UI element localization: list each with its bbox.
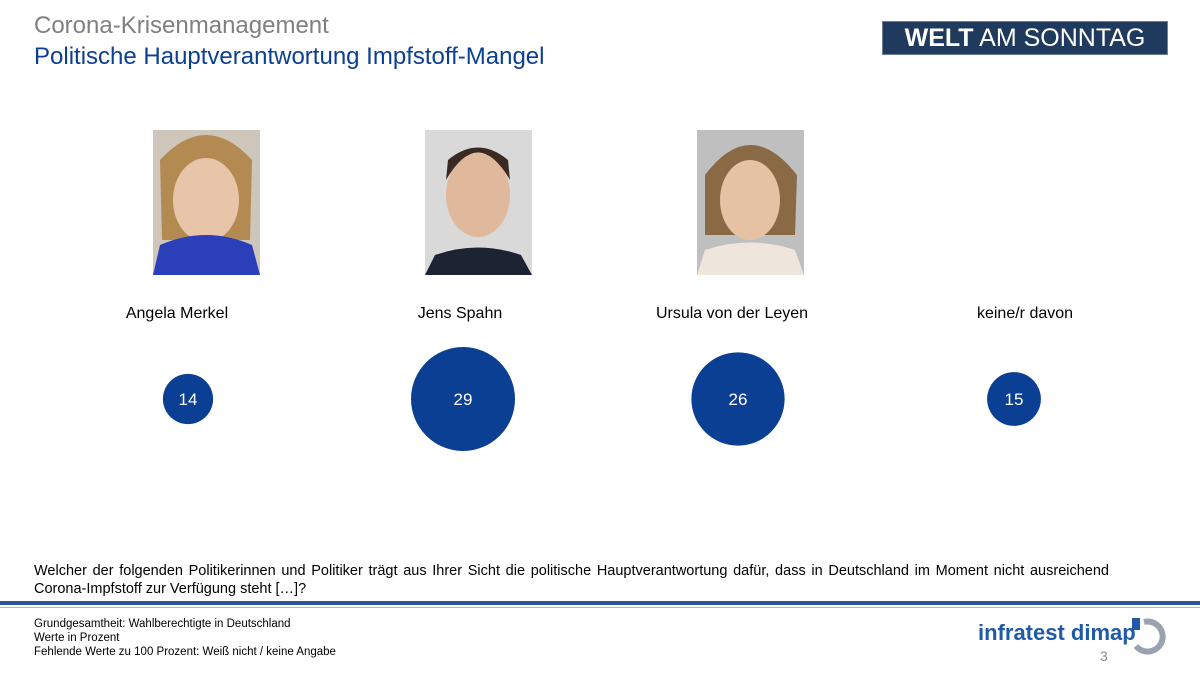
brand-logo: WELT AM SONNTAG <box>882 21 1168 55</box>
value-label: 15 <box>1005 390 1024 409</box>
category-label: keine/r davon <box>977 305 1073 322</box>
value-label: 29 <box>454 390 473 409</box>
bubble <box>987 372 1041 426</box>
footnote: Grundgesamtheit: Wahlberechtigte in Deut… <box>34 618 291 630</box>
divider <box>0 607 1200 608</box>
brand-rest: AM SONNTAG <box>979 24 1146 52</box>
portrait <box>697 130 804 275</box>
category-label: Angela Merkel <box>126 305 228 322</box>
footnote: Fehlende Werte zu 100 Prozent: Weiß nich… <box>34 646 336 658</box>
value-label: 26 <box>729 390 748 409</box>
bubble <box>162 373 214 425</box>
portrait <box>425 130 532 275</box>
value-label: 14 <box>179 390 198 409</box>
footnotes: Grundgesamtheit: Wahlberechtigte in Deut… <box>34 617 336 659</box>
footnote: Werte in Prozent <box>34 632 120 644</box>
company-logo: infratest dimap <box>978 620 1136 645</box>
brand-bold: WELT <box>904 24 974 52</box>
bubble <box>411 347 515 451</box>
portrait <box>153 130 260 275</box>
bubble <box>691 352 785 446</box>
question: Welcher der folgenden Politikerinnen und… <box>34 563 1109 597</box>
chart: Angela Merkel 14 Jens Spahn 29 Ursula von de… <box>126 130 1073 451</box>
company-icon <box>1132 618 1166 655</box>
page-number: 3 <box>1100 648 1108 664</box>
category-label: Jens Spahn <box>418 305 503 322</box>
divider <box>0 601 1200 605</box>
subtitle: Politische Hauptverantwortung Impfstoff-… <box>34 43 545 70</box>
title: Corona-Krisenmanagement <box>34 12 329 39</box>
category-label: Ursula von der Leyen <box>656 305 808 322</box>
